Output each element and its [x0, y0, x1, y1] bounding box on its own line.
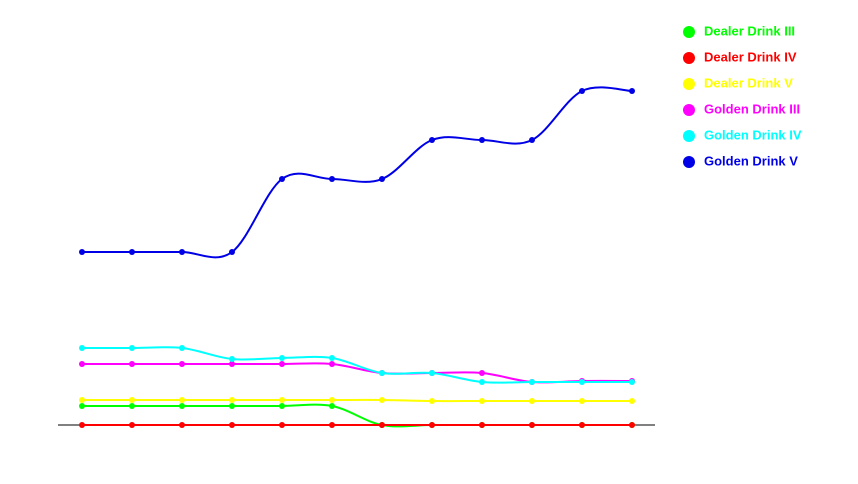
- data-point: [179, 403, 185, 409]
- data-point: [529, 379, 535, 385]
- data-point: [479, 398, 485, 404]
- data-point: [179, 422, 185, 428]
- data-point: [479, 370, 485, 376]
- series-line: [82, 346, 632, 384]
- data-point: [429, 137, 435, 143]
- data-point: [79, 397, 85, 403]
- data-point: [579, 422, 585, 428]
- legend-marker: [683, 104, 695, 116]
- data-point: [279, 361, 285, 367]
- data-point: [79, 249, 85, 255]
- data-point: [329, 361, 335, 367]
- data-point: [79, 361, 85, 367]
- data-point: [329, 403, 335, 409]
- data-point: [79, 345, 85, 351]
- data-point: [429, 398, 435, 404]
- data-point: [379, 370, 385, 376]
- data-point: [379, 176, 385, 182]
- legend-label: Dealer Drink III: [704, 23, 795, 38]
- data-point: [279, 176, 285, 182]
- legend-marker: [683, 26, 695, 38]
- data-point: [579, 88, 585, 94]
- data-point: [129, 397, 135, 403]
- legend-label: Golden Drink IV: [704, 127, 802, 142]
- data-point: [629, 422, 635, 428]
- data-point: [329, 422, 335, 428]
- legend-marker: [683, 130, 695, 142]
- series-line: [82, 398, 632, 403]
- data-point: [629, 398, 635, 404]
- data-point: [179, 345, 185, 351]
- data-point: [379, 397, 385, 403]
- data-point: [229, 397, 235, 403]
- data-point: [329, 355, 335, 361]
- data-point: [229, 356, 235, 362]
- data-point: [179, 397, 185, 403]
- data-point: [429, 422, 435, 428]
- data-point: [179, 361, 185, 367]
- data-point: [579, 398, 585, 404]
- data-point: [329, 397, 335, 403]
- data-point: [179, 249, 185, 255]
- data-point: [279, 397, 285, 403]
- series-line: [82, 403, 632, 428]
- data-point: [429, 370, 435, 376]
- data-point: [529, 422, 535, 428]
- data-point: [579, 379, 585, 385]
- data-point: [79, 422, 85, 428]
- data-point: [329, 176, 335, 182]
- legend-label: Dealer Drink V: [704, 75, 793, 90]
- data-point: [229, 361, 235, 367]
- data-point: [379, 422, 385, 428]
- data-point: [129, 361, 135, 367]
- legend-label: Golden Drink III: [704, 101, 800, 116]
- data-point: [279, 355, 285, 361]
- data-point: [479, 137, 485, 143]
- data-point: [79, 403, 85, 409]
- legend-marker: [683, 156, 695, 168]
- data-point: [629, 88, 635, 94]
- data-point: [129, 345, 135, 351]
- series-line: [82, 86, 633, 259]
- legend-marker: [683, 78, 695, 90]
- data-point: [279, 422, 285, 428]
- data-point: [229, 422, 235, 428]
- data-point: [279, 403, 285, 409]
- data-point: [479, 379, 485, 385]
- data-point: [129, 422, 135, 428]
- data-point: [129, 403, 135, 409]
- data-point: [529, 137, 535, 143]
- legend-label: Golden Drink V: [704, 153, 798, 168]
- data-point: [629, 379, 635, 385]
- data-point: [479, 422, 485, 428]
- data-point: [129, 249, 135, 255]
- data-point: [229, 403, 235, 409]
- legend-label: Dealer Drink IV: [704, 49, 797, 64]
- data-point: [529, 398, 535, 404]
- legend-marker: [683, 52, 695, 64]
- data-point: [229, 249, 235, 255]
